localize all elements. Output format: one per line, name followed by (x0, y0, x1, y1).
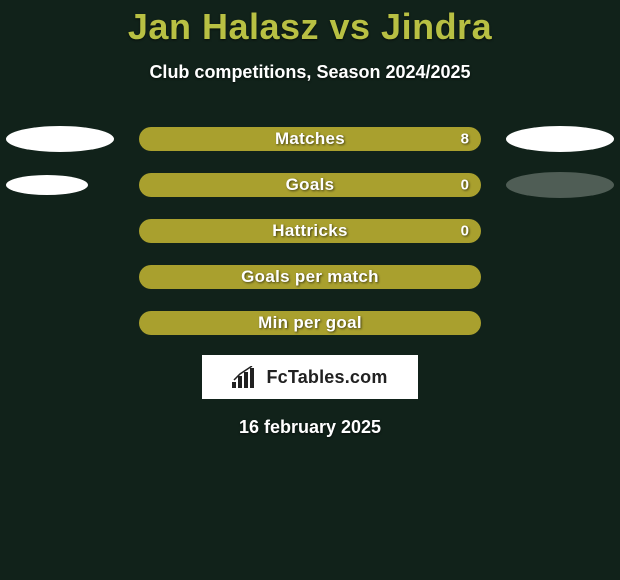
stat-row: Goals 0 (0, 173, 620, 197)
stat-label: Min per goal (258, 313, 362, 333)
right-ellipse (506, 172, 614, 198)
stat-row: Min per goal (0, 311, 620, 335)
left-ellipse (6, 175, 88, 195)
stat-row: Hattricks 0 (0, 219, 620, 243)
stat-bar: Goals per match (139, 265, 481, 289)
page-title: Jan Halasz vs Jindra (0, 0, 620, 48)
stat-label: Matches (275, 129, 345, 149)
footer-brand-text: FcTables.com (266, 367, 387, 388)
stat-label: Hattricks (272, 221, 347, 241)
footer-date: 16 february 2025 (0, 417, 620, 438)
bar-chart-icon (232, 366, 260, 388)
stat-bar: Min per goal (139, 311, 481, 335)
left-ellipse (6, 126, 114, 152)
stat-row: Matches 8 (0, 127, 620, 151)
footer-badge: FcTables.com (202, 355, 418, 399)
stat-bar: Goals 0 (139, 173, 481, 197)
stat-bar: Matches 8 (139, 127, 481, 151)
stat-value: 8 (461, 131, 469, 148)
stat-value: 0 (461, 177, 469, 194)
stat-row: Goals per match (0, 265, 620, 289)
stat-bar: Hattricks 0 (139, 219, 481, 243)
stat-rows: Matches 8 Goals 0 Hattricks 0 Goals per match M… (0, 127, 620, 335)
page-subtitle: Club competitions, Season 2024/2025 (0, 62, 620, 83)
page-root: Jan Halasz vs Jindra Club competitions, … (0, 0, 620, 580)
right-ellipse (506, 126, 614, 152)
stat-label: Goals per match (241, 267, 379, 287)
stat-label: Goals (286, 175, 335, 195)
stat-value: 0 (461, 223, 469, 240)
